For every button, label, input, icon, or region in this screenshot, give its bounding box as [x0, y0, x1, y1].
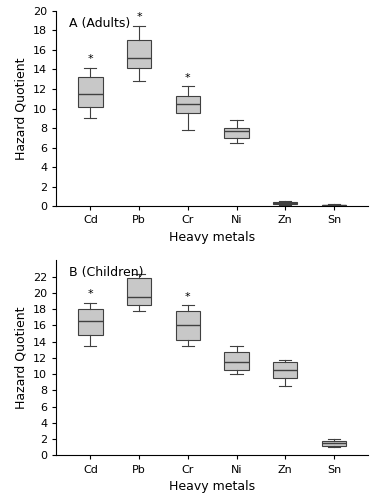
Text: *: *: [88, 54, 93, 64]
PathPatch shape: [224, 128, 249, 138]
PathPatch shape: [322, 441, 346, 446]
PathPatch shape: [127, 278, 151, 305]
Text: *: *: [136, 12, 142, 22]
Text: B (Children): B (Children): [69, 266, 143, 279]
Text: A (Adults): A (Adults): [69, 17, 130, 30]
PathPatch shape: [176, 96, 200, 114]
Text: *: *: [185, 72, 190, 83]
PathPatch shape: [78, 78, 102, 106]
PathPatch shape: [78, 309, 102, 335]
Text: *: *: [185, 292, 190, 302]
PathPatch shape: [127, 40, 151, 68]
X-axis label: Heavy metals: Heavy metals: [169, 480, 255, 493]
PathPatch shape: [224, 352, 249, 370]
Y-axis label: Hazard Quotient: Hazard Quotient: [15, 306, 27, 409]
PathPatch shape: [322, 205, 346, 206]
Text: *: *: [88, 289, 93, 299]
PathPatch shape: [273, 362, 297, 378]
PathPatch shape: [176, 310, 200, 340]
Y-axis label: Hazard Quotient: Hazard Quotient: [15, 58, 28, 160]
X-axis label: Heavy metals: Heavy metals: [169, 230, 255, 243]
PathPatch shape: [273, 202, 297, 203]
